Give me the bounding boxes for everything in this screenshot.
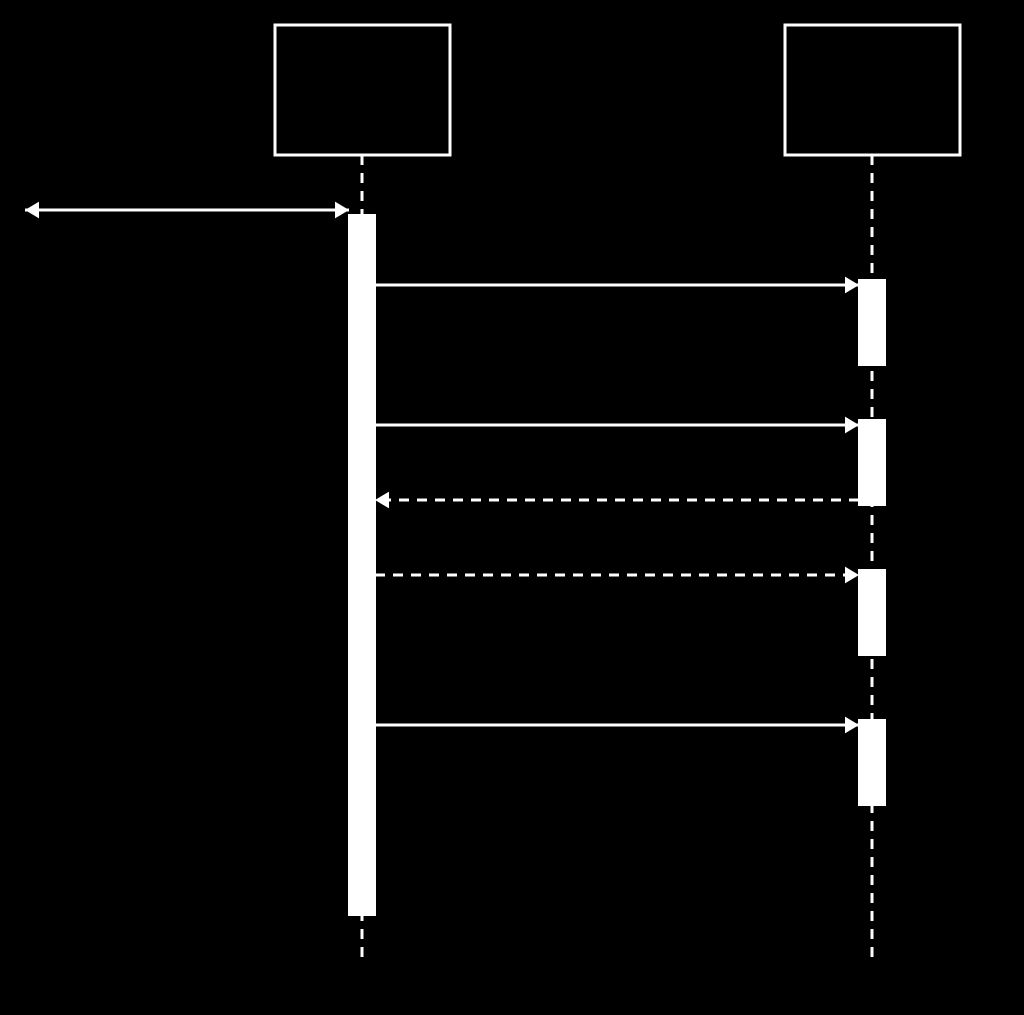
activation-bar-0	[349, 215, 375, 915]
activation-bar-2	[859, 420, 885, 505]
sequence-diagram	[0, 0, 1024, 1015]
activation-bar-1	[859, 280, 885, 365]
participant-box-p2	[785, 25, 960, 155]
activation-bar-4	[859, 720, 885, 805]
activation-bar-3	[859, 570, 885, 655]
participant-box-p1	[275, 25, 450, 155]
